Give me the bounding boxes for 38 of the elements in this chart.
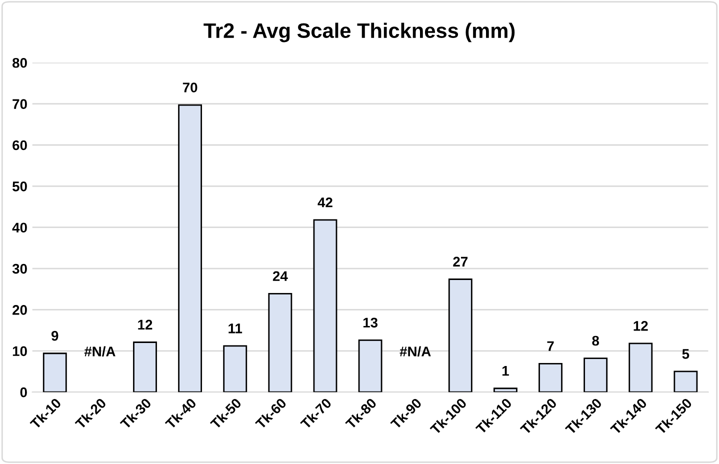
y-tick-label: 60 bbox=[12, 140, 27, 150]
bar bbox=[133, 342, 157, 392]
bar bbox=[223, 345, 248, 392]
data-label: 24 bbox=[272, 271, 288, 281]
data-label: 70 bbox=[182, 82, 198, 92]
bar bbox=[448, 278, 472, 392]
chart-title: Tr2 - Avg Scale Thickness (mm) bbox=[204, 22, 515, 42]
y-tick-label: 10 bbox=[12, 346, 27, 356]
y-tick-label: 50 bbox=[12, 182, 27, 192]
bar bbox=[628, 342, 653, 392]
bar bbox=[494, 388, 518, 392]
text: #N/A bbox=[84, 346, 116, 357]
data-label: 12 bbox=[138, 320, 152, 330]
y-tick-label: 70 bbox=[12, 99, 27, 109]
data-label: 1 bbox=[502, 366, 509, 376]
data-label: 8 bbox=[592, 336, 600, 346]
bar bbox=[313, 219, 338, 392]
y-tick-label: 30 bbox=[12, 264, 27, 274]
bar bbox=[674, 370, 698, 392]
bar bbox=[178, 104, 202, 392]
bar bbox=[584, 358, 608, 392]
data-label: 27 bbox=[453, 256, 468, 266]
y-tick-label: 40 bbox=[12, 222, 27, 233]
y-tick-label: 80 bbox=[12, 58, 27, 68]
data-label: 7 bbox=[547, 341, 554, 351]
data-label: 5 bbox=[682, 349, 690, 359]
bar bbox=[42, 352, 67, 392]
y-tick-label: 20 bbox=[12, 305, 27, 315]
data-label: 42 bbox=[318, 197, 332, 208]
data-label: 12 bbox=[634, 321, 648, 331]
text: #N/A bbox=[400, 346, 431, 357]
bar bbox=[358, 340, 382, 392]
bar bbox=[538, 362, 562, 392]
bar bbox=[268, 292, 292, 392]
y-tick-label: 0 bbox=[20, 387, 27, 398]
data-label: 9 bbox=[52, 330, 58, 341]
data-label: 11 bbox=[228, 324, 242, 334]
data-label: 13 bbox=[363, 318, 378, 328]
